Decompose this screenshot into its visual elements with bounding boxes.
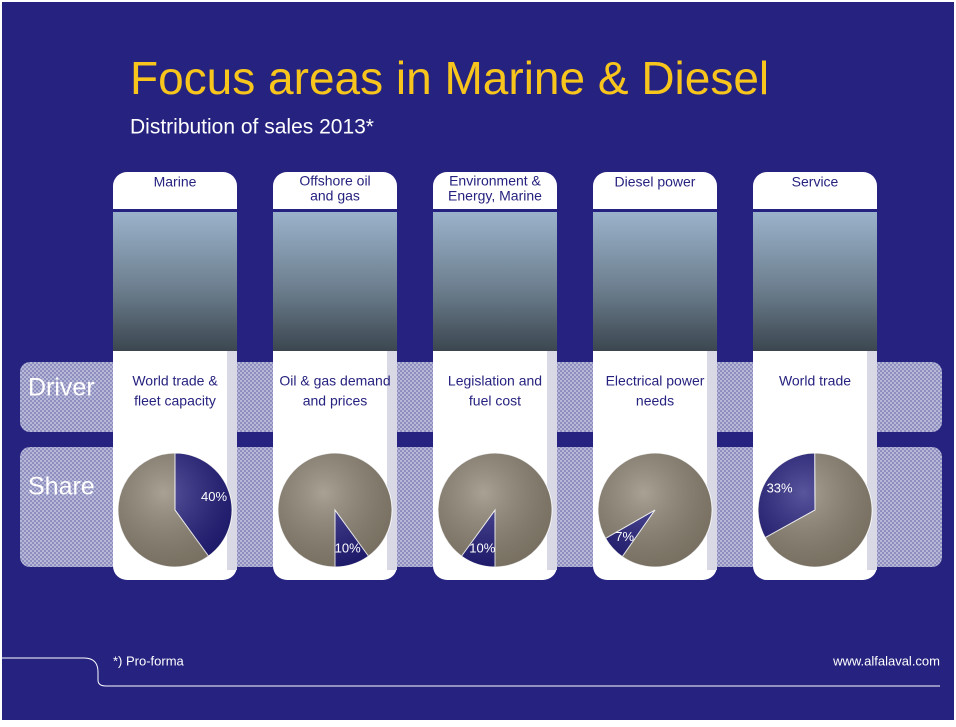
driver-text: World trade & [132, 373, 218, 389]
photo [113, 211, 237, 351]
photo-border [273, 209, 397, 212]
pie-shine [598, 453, 712, 567]
pie-shine [438, 453, 552, 567]
photo-border [593, 209, 717, 212]
column-title: and gas [310, 188, 360, 204]
pie-shine [758, 453, 872, 567]
pie-shine [278, 453, 392, 567]
card-shade [547, 350, 557, 570]
driver-text: and prices [303, 393, 368, 409]
column-title: Diesel power [615, 174, 696, 190]
column-title: Service [792, 174, 839, 190]
row-label: Driver [28, 374, 95, 402]
footer-line [2, 657, 940, 687]
driver-text: fleet capacity [134, 393, 216, 409]
photo [753, 211, 877, 351]
column-title: Marine [154, 174, 197, 190]
photo-border [113, 209, 237, 212]
driver-text: fuel cost [469, 393, 521, 409]
data-label: 7% [615, 529, 634, 544]
driver-text: World trade [779, 373, 851, 389]
photo-border [433, 209, 557, 212]
photo-border [753, 209, 877, 212]
photo [433, 211, 557, 351]
card-shade [227, 350, 237, 570]
data-label: 10% [469, 540, 495, 555]
url: www.alfalaval.com [832, 653, 940, 668]
data-label: 10% [335, 540, 361, 555]
driver-text: Electrical power [606, 373, 705, 389]
data-label: 40% [201, 489, 227, 504]
title: Focus areas in Marine & Diesel [130, 52, 769, 104]
footnote: *) Pro-forma [113, 653, 185, 668]
subtitle: Distribution of sales 2013* [130, 116, 374, 139]
photo [273, 211, 397, 351]
columns: Marine World trade & fleet capacity 40% Offs… [113, 172, 877, 580]
card-shade [707, 350, 717, 570]
driver-text: Legislation and [448, 373, 542, 389]
data-label: 33% [767, 481, 793, 496]
driver-text: Oil & gas demand [279, 373, 390, 389]
photo [593, 211, 717, 351]
card-shade [387, 350, 397, 570]
column-title: Environment & [449, 173, 541, 189]
driver-text: needs [636, 393, 674, 409]
pie-shine [118, 453, 232, 567]
row-label: Share [28, 473, 95, 501]
card-shade [867, 350, 877, 570]
column-title: Offshore oil [299, 173, 370, 189]
column-title: Energy, Marine [448, 188, 542, 204]
